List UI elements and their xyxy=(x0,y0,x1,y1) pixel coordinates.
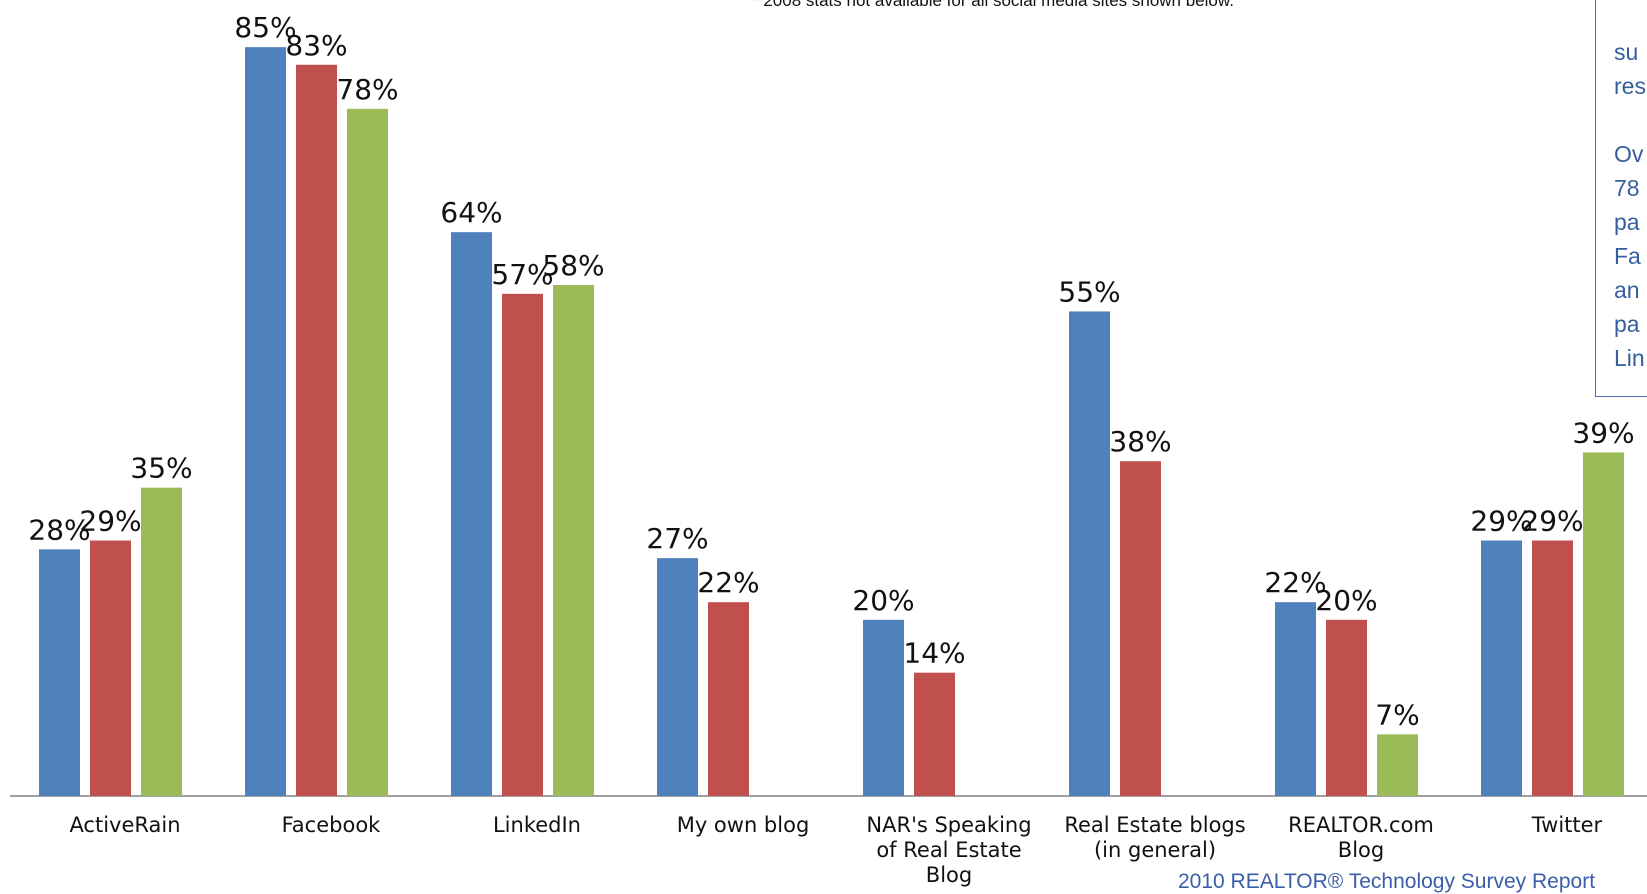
bar-3-series-1 xyxy=(451,232,492,796)
bar-3-series-3 xyxy=(553,285,594,796)
data-label-8-series-2: 29% xyxy=(1521,505,1583,538)
bar-1-series-1 xyxy=(39,549,80,796)
data-label-4-series-1: 27% xyxy=(646,522,708,555)
bar-8-series-3 xyxy=(1583,452,1624,796)
bar-1-series-3 xyxy=(141,487,182,796)
x-tick-label-7-line-1: REALTOR.com xyxy=(1288,813,1434,837)
x-tick-label-8: Twitter xyxy=(1531,813,1603,837)
bar-7-series-3 xyxy=(1377,734,1418,796)
x-tick-label-3: LinkedIn xyxy=(493,813,581,837)
data-label-8-series-1: 29% xyxy=(1470,505,1532,538)
x-tick-label-5-line-1: NAR's Speaking xyxy=(866,813,1031,837)
data-label-2-series-2: 83% xyxy=(285,29,347,62)
data-label-3-series-3: 58% xyxy=(542,249,604,282)
bar-2-series-2 xyxy=(296,64,337,796)
data-label-4-series-2: 22% xyxy=(697,566,759,599)
source-citation: 2010 REALTOR® Technology Survey Report xyxy=(1178,870,1596,893)
bar-6-series-2 xyxy=(1120,461,1161,796)
data-label-1-series-1: 28% xyxy=(28,513,90,546)
data-label-5-series-2: 14% xyxy=(903,637,965,670)
data-label-2-series-1: 85% xyxy=(234,11,296,44)
data-label-3-series-2: 57% xyxy=(491,258,553,291)
bar-8-series-2 xyxy=(1532,540,1573,796)
callout-box: su res Ov 78 pa Fa an pa Lin xyxy=(1595,0,1647,397)
bar-4-series-1 xyxy=(657,558,698,796)
data-label-7-series-2: 20% xyxy=(1315,584,1377,617)
bar-8-series-1 xyxy=(1481,540,1522,796)
data-label-7-series-3: 7% xyxy=(1375,698,1419,731)
x-tick-label-5-line-2: of Real Estate xyxy=(876,838,1021,862)
bar-5-series-2 xyxy=(914,672,955,796)
data-label-1-series-3: 35% xyxy=(130,452,192,485)
data-label-3-series-1: 64% xyxy=(440,196,502,229)
bar-1-series-2 xyxy=(90,540,131,796)
data-label-6-series-2: 38% xyxy=(1109,425,1171,458)
data-label-8-series-3: 39% xyxy=(1572,416,1634,449)
data-label-2-series-3: 78% xyxy=(336,73,398,106)
x-tick-label-4: My own blog xyxy=(677,813,810,837)
x-tick-label-2: Facebook xyxy=(282,813,382,837)
data-label-5-series-1: 20% xyxy=(852,584,914,617)
x-tick-label-6-line-1: Real Estate blogs xyxy=(1064,813,1245,837)
bar-5-series-1 xyxy=(863,619,904,796)
bar-4-series-2 xyxy=(708,602,749,796)
bar-2-series-3 xyxy=(347,108,388,796)
data-label-7-series-1: 22% xyxy=(1264,566,1326,599)
bar-7-series-1 xyxy=(1275,602,1316,796)
x-tick-label-7-line-2: Blog xyxy=(1338,838,1384,862)
bar-3-series-2 xyxy=(502,293,543,796)
callout-text: su res Ov 78 pa Fa an pa Lin xyxy=(1614,39,1646,371)
chart-footnote: * 2008 stats not available for all socia… xyxy=(752,0,1234,10)
bar-6-series-1 xyxy=(1069,311,1110,796)
x-tick-label-1: ActiveRain xyxy=(69,813,180,837)
bar-2-series-1 xyxy=(245,47,286,796)
data-label-6-series-1: 55% xyxy=(1058,275,1120,308)
bar-7-series-2 xyxy=(1326,619,1367,796)
x-tick-label-5-line-3: Blog xyxy=(926,863,972,887)
data-label-1-series-2: 29% xyxy=(79,505,141,538)
x-tick-label-6-line-2: (in general) xyxy=(1094,838,1216,862)
